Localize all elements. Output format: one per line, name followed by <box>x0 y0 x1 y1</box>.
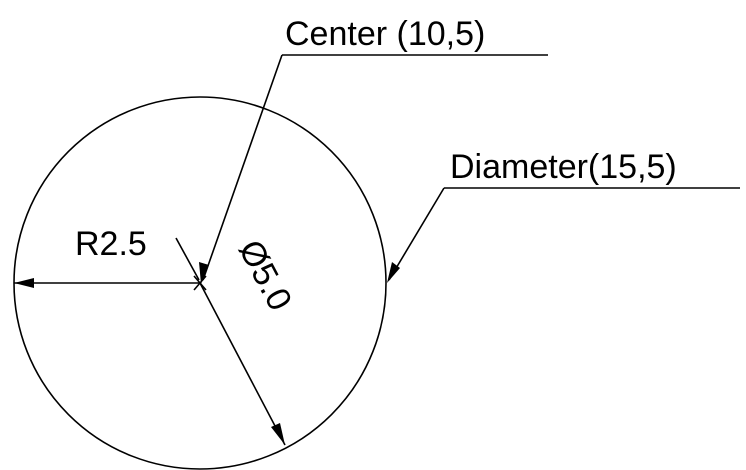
diameter-line-arrow <box>271 423 285 445</box>
radius-arrow <box>14 278 34 288</box>
diameter-arrow <box>387 262 400 283</box>
radius-label: R2.5 <box>75 225 147 263</box>
diameter-leader <box>388 187 445 281</box>
center-label: Center (10,5) <box>285 15 485 53</box>
diameter-point-label: Diameter(15,5) <box>450 148 677 186</box>
diameter-line <box>199 282 286 446</box>
center-leader <box>202 54 283 281</box>
center-arrow <box>199 262 209 284</box>
radius-leader <box>175 237 200 281</box>
diameter-label: Ø5.0 <box>231 234 299 317</box>
